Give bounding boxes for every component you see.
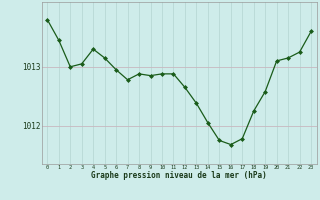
X-axis label: Graphe pression niveau de la mer (hPa): Graphe pression niveau de la mer (hPa) [91, 171, 267, 180]
